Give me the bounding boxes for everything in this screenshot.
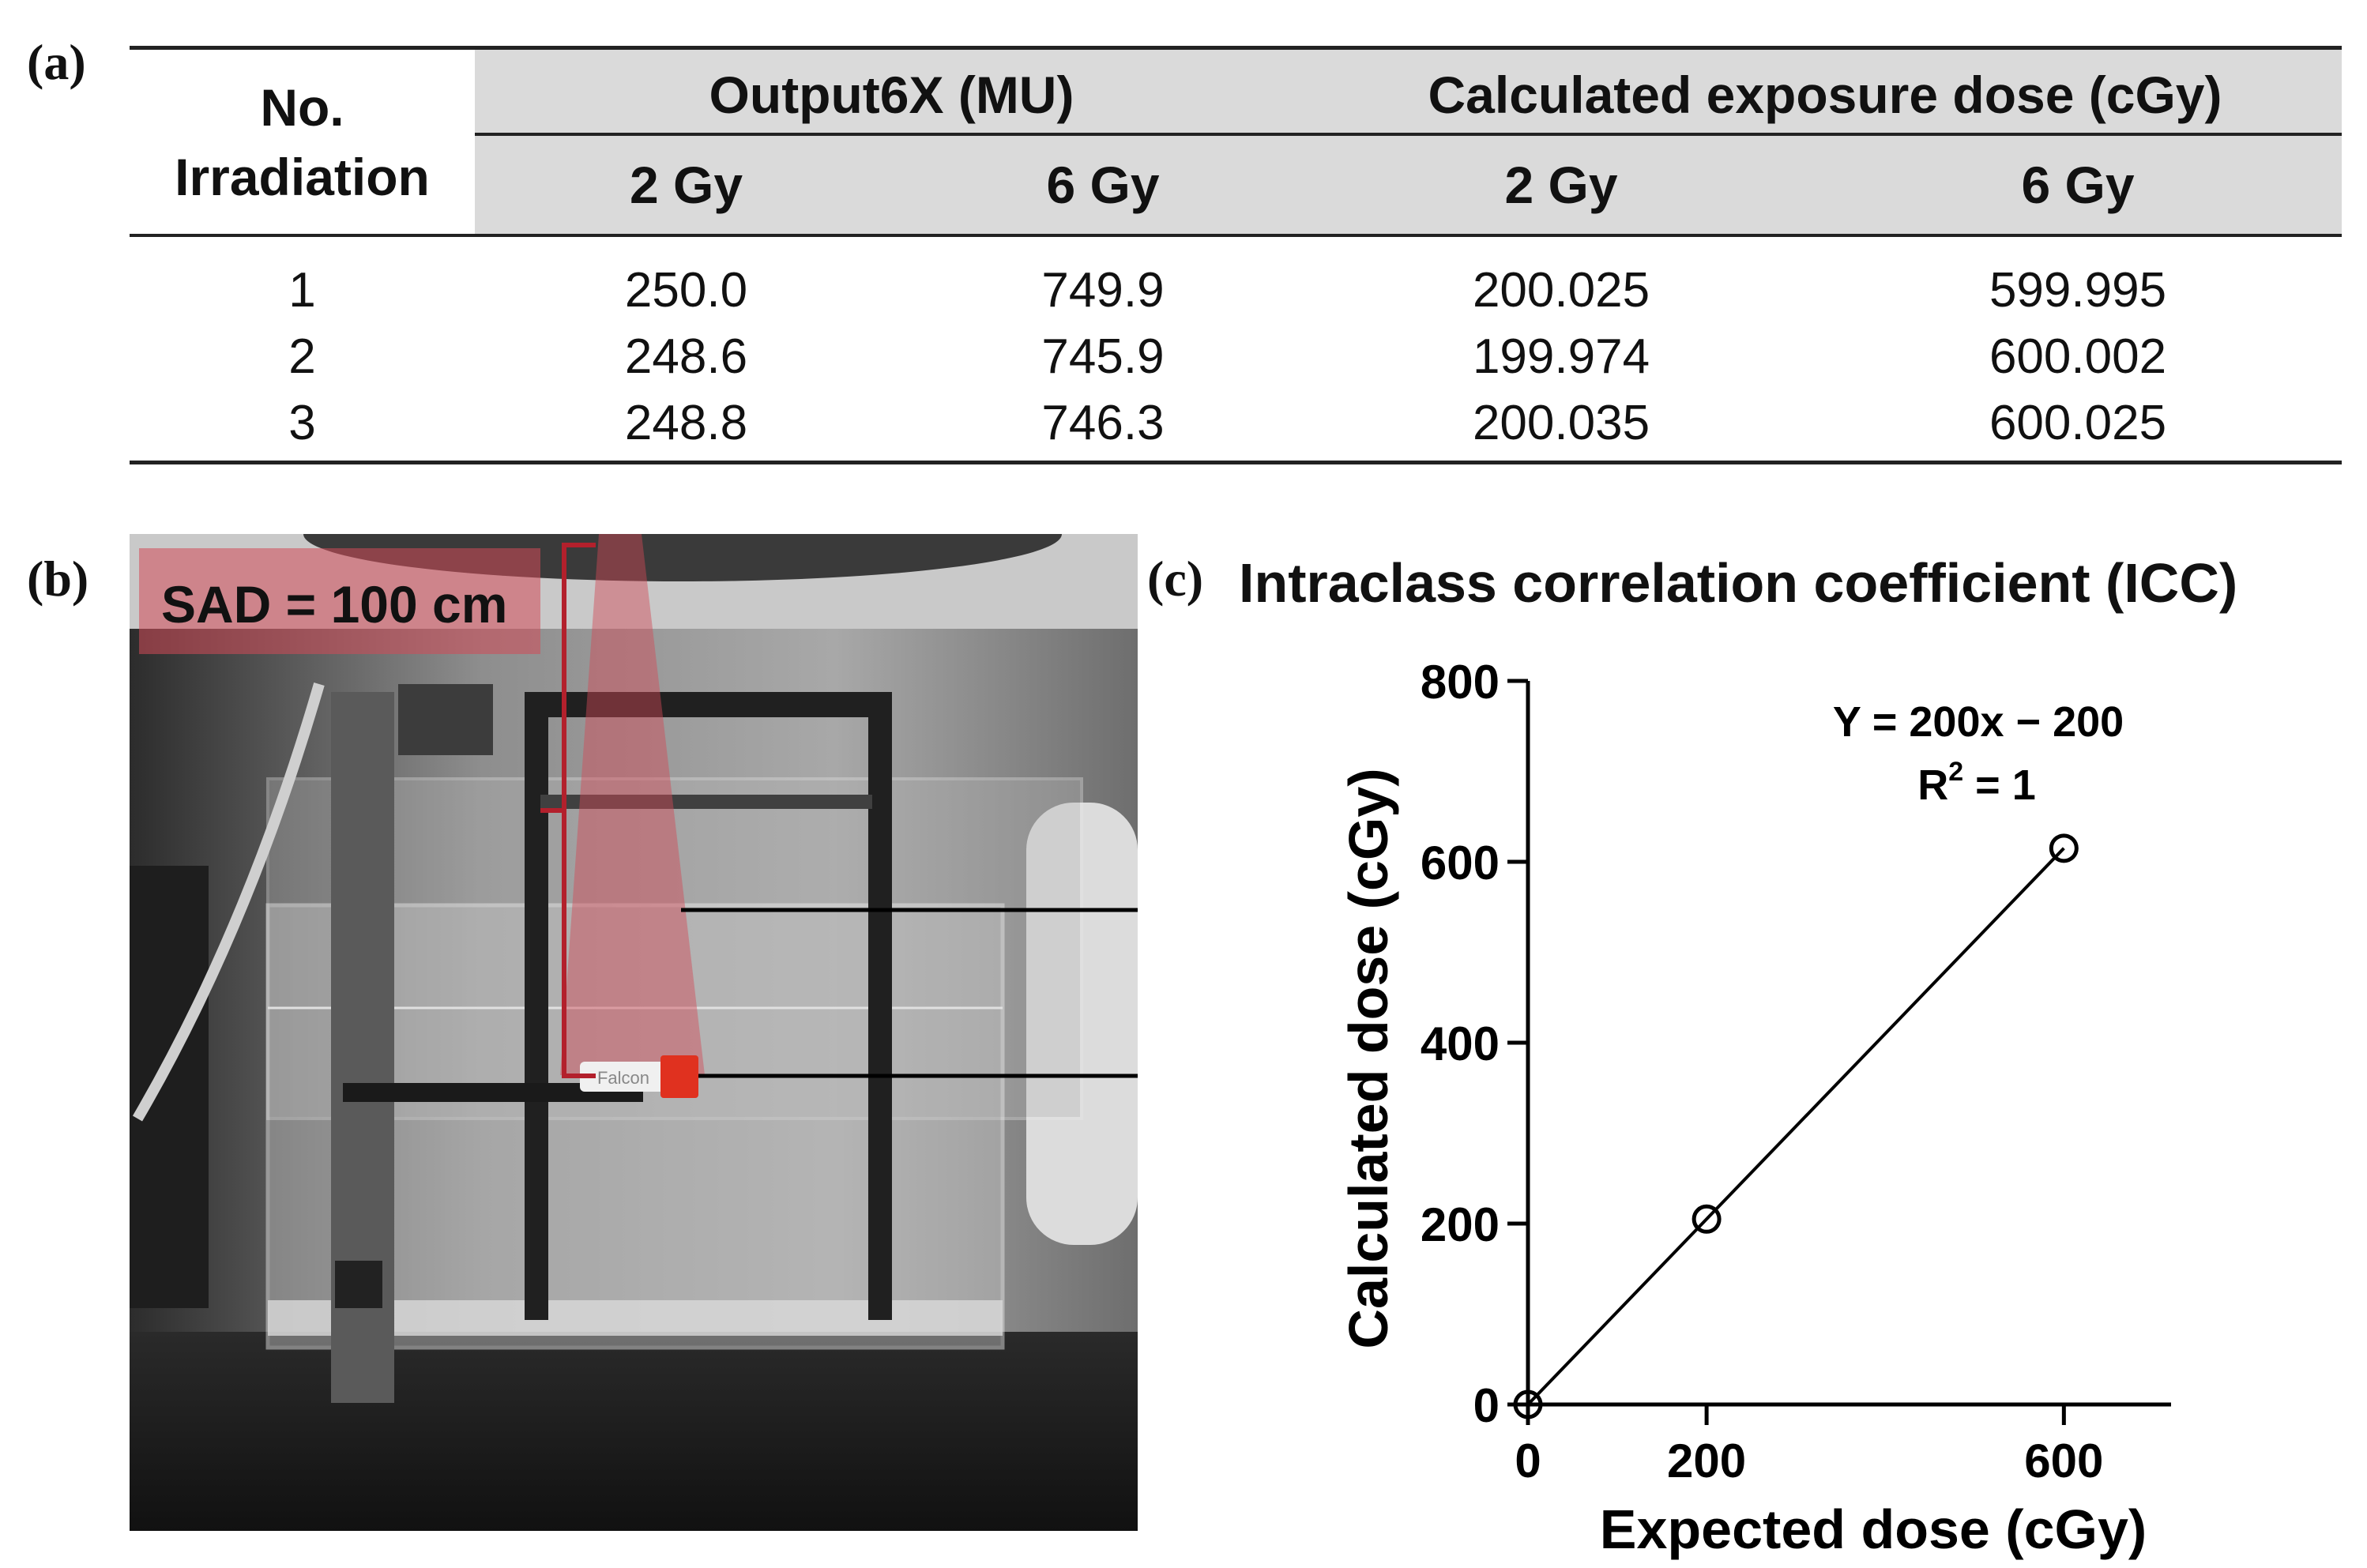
table-cell: 200.025: [1472, 263, 1650, 318]
table-cell: 745.9: [1041, 329, 1165, 384]
r-squared-value: = 1: [1963, 761, 2036, 809]
x-ticks: 0 200 600: [1515, 1404, 2103, 1487]
frame-top-bar: [525, 692, 892, 717]
table-cell: 600.025: [1989, 396, 2167, 450]
table-cell: 3: [288, 396, 316, 450]
subheader-dose-6gy: 6 Gy: [2021, 156, 2135, 214]
data-point: [1692, 1204, 1722, 1234]
fit-line: [1526, 847, 2065, 1406]
table-cell: 248.6: [624, 329, 748, 384]
setup-photo-illustration: Falcon SAD = 100 cm: [130, 534, 1138, 1531]
table-cell: 2: [288, 329, 316, 384]
left-dark-region: [130, 866, 209, 1308]
y-ticks: 0 200 400 600 800: [1421, 656, 1528, 1432]
tube-label: Falcon: [597, 1068, 649, 1088]
tube-cap: [660, 1055, 698, 1098]
row-header-line2: Irradiation: [175, 148, 430, 206]
data-point: [1513, 1389, 1543, 1419]
x-axis-label: Expected dose (cGy): [1600, 1498, 2147, 1560]
frame-post-left: [525, 696, 548, 1320]
y-tick-label: 0: [1473, 1379, 1500, 1432]
radiation-beam: [560, 534, 705, 1075]
rail-motor: [398, 684, 493, 755]
y-axis-label: Calculated dose (cGy): [1338, 768, 1399, 1348]
table-cell: 749.9: [1041, 263, 1165, 318]
table-bottom-rule: [130, 461, 2342, 464]
group-header-dose: Calculated exposure dose (cGy): [1428, 66, 2222, 124]
x-tick-label: 600: [2024, 1435, 2103, 1487]
table-group-rule: [475, 133, 2342, 136]
sad-label-box: [139, 548, 540, 654]
row-header-line1: No.: [260, 78, 344, 137]
frame-mid-bar: [540, 795, 872, 809]
table-cell: 600.002: [1989, 329, 2167, 384]
subheader-output-2gy: 2 Gy: [629, 156, 743, 214]
table-top-rule: [130, 46, 2342, 50]
r-squared-annotation: R2 = 1: [1917, 757, 2036, 809]
table-header-rule: [130, 234, 2342, 237]
dose-table: No. Irradiation Output6X (MU) Calculated…: [130, 46, 2342, 466]
table-cell: 1: [288, 263, 316, 318]
y-tick-label: 800: [1421, 656, 1500, 709]
y-tick-label: 400: [1421, 1017, 1500, 1070]
sad-label: SAD = 100 cm: [161, 575, 507, 634]
subheader-output-6gy: 6 Gy: [1046, 156, 1160, 214]
setup-photo: Falcon SAD = 100 cm: [130, 534, 1138, 1531]
data-points: [1513, 833, 2079, 1419]
rail-knob: [335, 1261, 382, 1308]
table-cell: 250.0: [624, 263, 748, 318]
panel-label-b: (b): [27, 551, 89, 607]
y-tick-label: 200: [1421, 1198, 1500, 1251]
floor: [130, 1332, 1138, 1531]
table-cell: 200.035: [1472, 396, 1650, 450]
x-tick-label: 200: [1667, 1435, 1746, 1487]
x-tick-label: 0: [1515, 1435, 1541, 1487]
frame-post-right: [868, 696, 892, 1320]
table-cell: 199.974: [1472, 329, 1650, 384]
r-squared-exponent: 2: [1948, 757, 1963, 787]
equation-annotation: Y = 200x − 200: [1833, 698, 2124, 746]
panel-label-c: (c): [1147, 551, 1204, 607]
table-cell: 746.3: [1041, 396, 1165, 450]
table-cell: 248.8: [624, 396, 748, 450]
table-cell: 599.995: [1989, 263, 2167, 318]
couch-edge: [1026, 803, 1138, 1245]
subheader-dose-2gy: 2 Gy: [1504, 156, 1618, 214]
r-squared-base: R: [1917, 761, 1948, 809]
falcon-tube: [580, 1062, 667, 1092]
panel-label-a: (a): [27, 34, 86, 90]
table-header-shading: [475, 47, 2342, 235]
cable: [132, 682, 325, 1122]
chart-title: Intraclass correlation coefficient (ICC): [1239, 552, 2238, 614]
group-header-output: Output6X (MU): [709, 66, 1074, 124]
y-tick-label: 600: [1421, 837, 1500, 889]
data-point: [2049, 833, 2079, 863]
